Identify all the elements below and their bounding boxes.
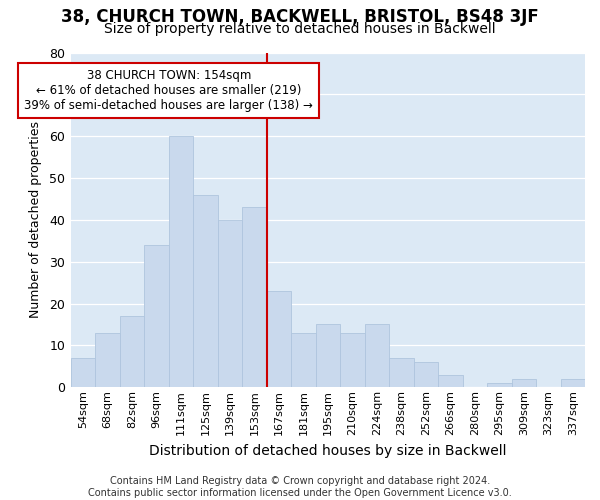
Text: 38 CHURCH TOWN: 154sqm
← 61% of detached houses are smaller (219)
39% of semi-de: 38 CHURCH TOWN: 154sqm ← 61% of detached… <box>25 69 313 112</box>
Bar <box>71 358 95 388</box>
Bar <box>120 316 145 388</box>
Bar <box>365 324 389 388</box>
Bar <box>218 220 242 388</box>
Bar <box>242 208 267 388</box>
Bar <box>560 379 585 388</box>
Bar <box>340 333 365 388</box>
Bar <box>169 136 193 388</box>
Text: 38, CHURCH TOWN, BACKWELL, BRISTOL, BS48 3JF: 38, CHURCH TOWN, BACKWELL, BRISTOL, BS48… <box>61 8 539 26</box>
Bar <box>291 333 316 388</box>
Y-axis label: Number of detached properties: Number of detached properties <box>29 122 43 318</box>
Bar <box>512 379 536 388</box>
Bar <box>389 358 413 388</box>
Bar <box>413 362 438 388</box>
X-axis label: Distribution of detached houses by size in Backwell: Distribution of detached houses by size … <box>149 444 506 458</box>
Text: Size of property relative to detached houses in Backwell: Size of property relative to detached ho… <box>104 22 496 36</box>
Bar <box>487 383 512 388</box>
Bar <box>95 333 120 388</box>
Bar <box>145 245 169 388</box>
Text: Contains HM Land Registry data © Crown copyright and database right 2024.
Contai: Contains HM Land Registry data © Crown c… <box>88 476 512 498</box>
Bar <box>438 374 463 388</box>
Bar <box>193 195 218 388</box>
Bar <box>316 324 340 388</box>
Bar <box>267 291 291 388</box>
